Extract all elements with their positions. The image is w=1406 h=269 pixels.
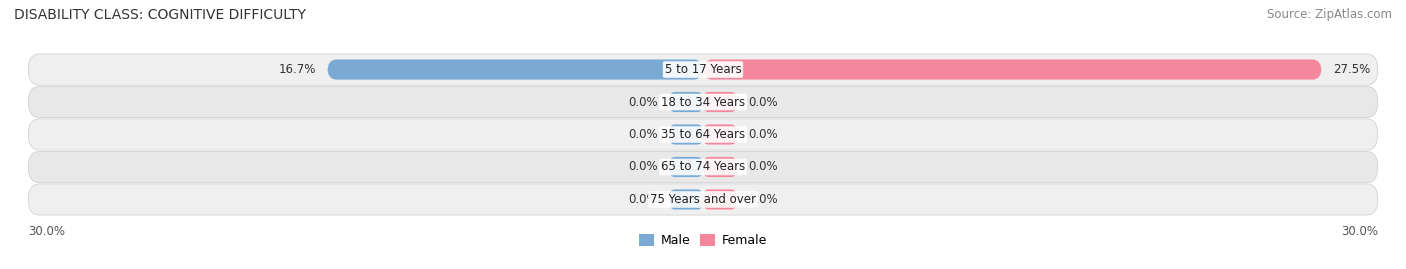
FancyBboxPatch shape [703,189,737,210]
Text: 65 to 74 Years: 65 to 74 Years [661,161,745,174]
Text: 0.0%: 0.0% [748,95,778,108]
FancyBboxPatch shape [28,151,1378,183]
FancyBboxPatch shape [703,125,737,144]
Text: 0.0%: 0.0% [748,193,778,206]
Text: 75 Years and over: 75 Years and over [650,193,756,206]
FancyBboxPatch shape [669,125,703,144]
Legend: Male, Female: Male, Female [634,229,772,252]
FancyBboxPatch shape [703,92,737,112]
FancyBboxPatch shape [669,92,703,112]
FancyBboxPatch shape [28,119,1378,150]
FancyBboxPatch shape [703,59,1322,80]
FancyBboxPatch shape [669,157,703,177]
Text: 0.0%: 0.0% [628,161,658,174]
Text: 35 to 64 Years: 35 to 64 Years [661,128,745,141]
Text: 27.5%: 27.5% [1333,63,1369,76]
FancyBboxPatch shape [28,86,1378,118]
Text: 0.0%: 0.0% [748,128,778,141]
FancyBboxPatch shape [28,184,1378,215]
Text: 0.0%: 0.0% [628,128,658,141]
Text: Source: ZipAtlas.com: Source: ZipAtlas.com [1267,8,1392,21]
FancyBboxPatch shape [28,54,1378,85]
Text: 30.0%: 30.0% [28,225,65,238]
Text: 18 to 34 Years: 18 to 34 Years [661,95,745,108]
Text: 0.0%: 0.0% [748,161,778,174]
FancyBboxPatch shape [703,157,737,177]
Text: 30.0%: 30.0% [1341,225,1378,238]
FancyBboxPatch shape [328,59,703,80]
Text: 0.0%: 0.0% [628,193,658,206]
FancyBboxPatch shape [669,189,703,210]
Text: 0.0%: 0.0% [628,95,658,108]
Text: 16.7%: 16.7% [278,63,316,76]
Text: DISABILITY CLASS: COGNITIVE DIFFICULTY: DISABILITY CLASS: COGNITIVE DIFFICULTY [14,8,307,22]
Text: 5 to 17 Years: 5 to 17 Years [665,63,741,76]
